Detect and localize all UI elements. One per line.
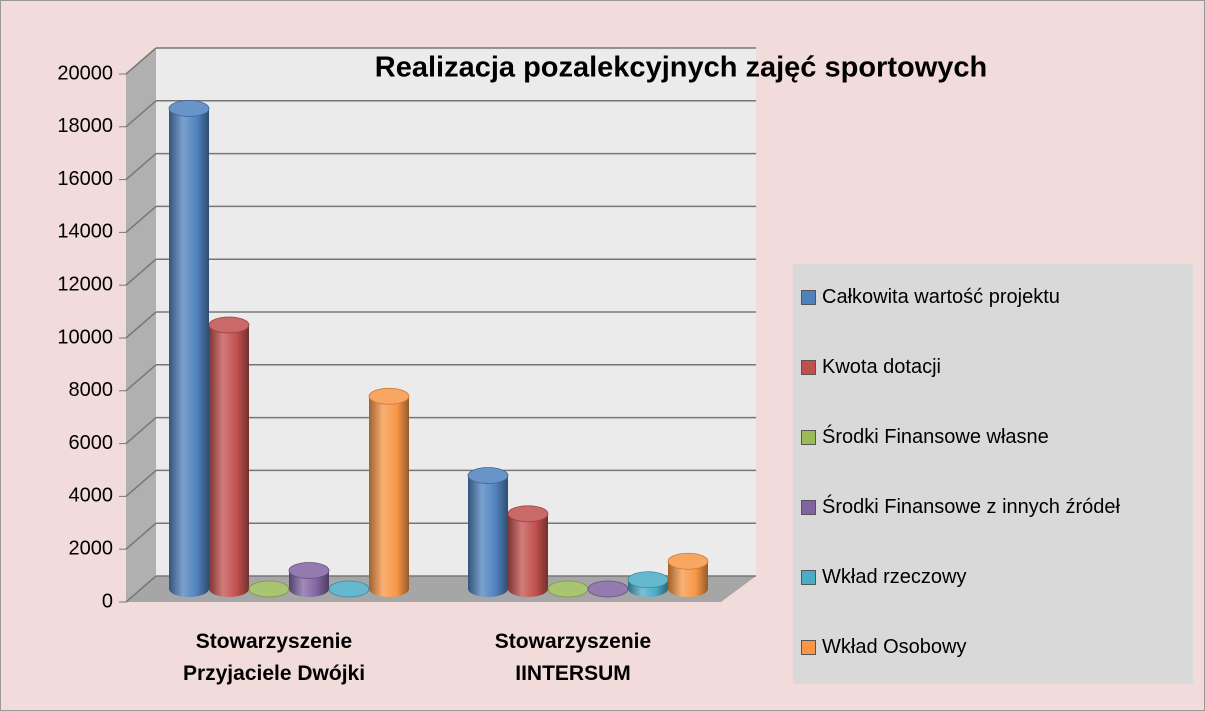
- bar: [587, 580, 629, 598]
- grid-line-side: [125, 47, 157, 75]
- bar: [288, 562, 330, 597]
- grid-line-side: [125, 417, 157, 445]
- grid-line-side: [125, 258, 157, 286]
- legend-swatch: [801, 500, 816, 515]
- legend-swatch: [801, 640, 816, 655]
- grid-line-side: [125, 153, 157, 181]
- y-tick-label: 6000: [69, 432, 114, 454]
- grid-line-side: [125, 100, 157, 128]
- y-tick-label: 4000: [69, 485, 114, 507]
- bar: [248, 580, 290, 598]
- y-tick-label: 2000: [69, 537, 114, 559]
- legend-label: Kwota dotacji: [822, 356, 941, 378]
- grid-line-side: [125, 575, 157, 603]
- bar: [507, 505, 549, 597]
- legend-item: Całkowita wartość projektu: [801, 286, 1060, 309]
- bar: [547, 580, 589, 598]
- grid-line-side: [125, 205, 157, 233]
- legend-swatch: [801, 570, 816, 585]
- legend-label: Całkowita wartość projektu: [822, 286, 1060, 308]
- y-tick-label: 20000: [57, 62, 113, 84]
- bar: [627, 571, 669, 597]
- legend-item: Wkład Osobowy: [801, 636, 967, 659]
- legend-item: Środki Finansowe z innych źródeł: [801, 496, 1120, 519]
- y-tick-label: 18000: [57, 115, 113, 137]
- legend: Całkowita wartość projektu Kwota dotacji Ś…: [793, 264, 1193, 684]
- legend-label: Środki Finansowe własne: [822, 426, 1049, 448]
- x-tick-label: Stowarzyszenie IINTERSUM: [494, 630, 652, 685]
- legend-swatch: [801, 360, 816, 375]
- legend-item: Środki Finansowe własne: [801, 426, 1049, 449]
- bar: [667, 552, 709, 597]
- legend-item: Kwota dotacji: [801, 356, 941, 379]
- x-tick-label: Stowarzyszenie Przyjaciele Dwójki: [182, 630, 366, 685]
- legend-item: Wkład rzeczowy: [801, 566, 966, 589]
- chart-title: Realizacja pozalekcyjnych zajęć sportowy…: [375, 52, 987, 84]
- grid-line-side: [125, 364, 157, 392]
- legend-label: Środki Finansowe z innych źródeł: [822, 496, 1120, 518]
- legend-label: Wkład rzeczowy: [822, 566, 967, 588]
- bar: [467, 467, 509, 597]
- y-tick-label: 14000: [57, 221, 113, 243]
- y-tick-label: 10000: [57, 326, 113, 348]
- bar: [328, 580, 370, 598]
- legend-swatch: [801, 290, 816, 305]
- y-tick-label: 12000: [57, 273, 113, 295]
- bar: [168, 100, 210, 598]
- legend-swatch: [801, 430, 816, 445]
- y-tick-label: 0: [102, 590, 113, 612]
- bar: [368, 387, 410, 597]
- grid-line-side: [125, 469, 157, 497]
- bar: [208, 316, 250, 597]
- grid-line-side: [125, 311, 157, 339]
- y-tick-label: 16000: [57, 168, 113, 190]
- legend-label: Wkład Osobowy: [822, 636, 967, 658]
- y-tick-label: 8000: [69, 379, 114, 401]
- grid-line-side: [125, 522, 157, 550]
